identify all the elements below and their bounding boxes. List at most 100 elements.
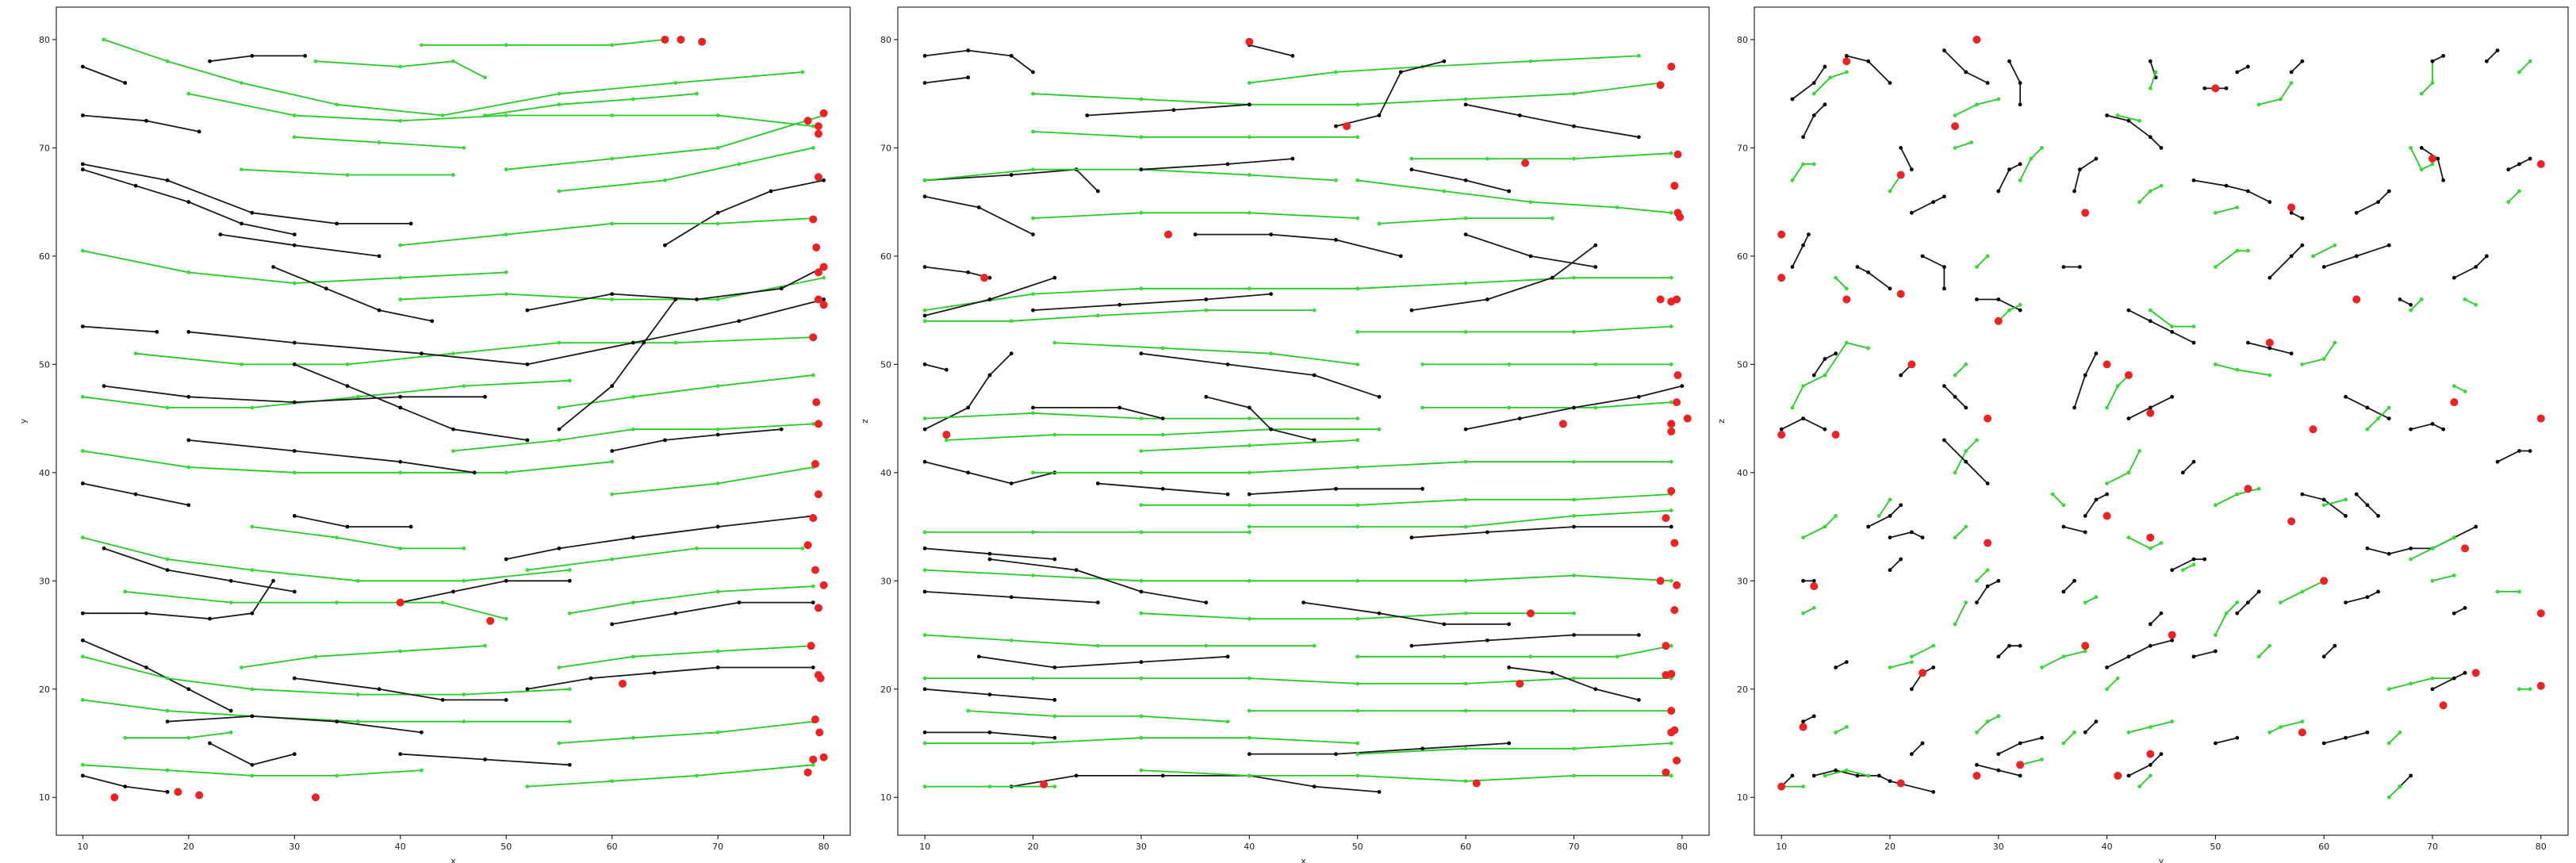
series-point <box>2126 118 2131 123</box>
series-point <box>2376 514 2381 518</box>
series-point <box>1964 449 1968 453</box>
series-point <box>1855 773 1860 778</box>
series-point <box>1355 362 1360 366</box>
series-point <box>462 692 466 696</box>
series-point <box>123 589 128 594</box>
series-point <box>1942 286 1946 291</box>
series-line <box>558 374 814 408</box>
series-point <box>1801 578 1805 583</box>
series-point <box>1031 232 1035 236</box>
series-point <box>2235 600 2240 604</box>
series-point <box>1485 530 1489 535</box>
series-point <box>922 178 927 182</box>
series-point <box>1899 503 1903 508</box>
endpoint-marker <box>2536 609 2545 618</box>
series-point <box>1139 589 1144 594</box>
series-point <box>1964 600 1968 604</box>
series-point <box>2386 795 2391 800</box>
series-point <box>2441 427 2446 432</box>
series-point <box>80 167 85 172</box>
series-point <box>472 470 477 475</box>
series-point <box>2191 654 2196 659</box>
series-point <box>631 427 635 432</box>
endpoint-marker <box>814 295 822 304</box>
series-point <box>345 362 350 366</box>
series-point <box>922 633 927 637</box>
series-line <box>925 677 1672 685</box>
series-point <box>2474 302 2478 307</box>
series-point <box>1301 600 1305 604</box>
series-point <box>2040 146 2044 150</box>
series-point <box>557 189 562 194</box>
endpoint-marker <box>2124 371 2133 379</box>
series-point <box>2246 340 2250 345</box>
endpoint-marker <box>1683 414 1692 423</box>
series-point <box>2191 459 2196 464</box>
series-point <box>2321 265 2326 269</box>
series-point <box>2235 70 2240 75</box>
series-point <box>557 102 562 107</box>
series-line <box>1033 212 1358 219</box>
series-point <box>2289 81 2294 85</box>
series-line <box>1803 607 1815 615</box>
series-line <box>2052 493 2064 506</box>
series-point <box>1996 654 2001 659</box>
endpoint-marker <box>811 715 819 723</box>
series-point <box>2078 265 2082 269</box>
series-point <box>1790 97 1795 102</box>
series-point <box>567 687 572 692</box>
series-point <box>715 649 720 654</box>
series-point <box>1247 735 1252 740</box>
series-point <box>1985 81 1990 85</box>
endpoint-marker <box>1842 57 1851 66</box>
endpoint-marker <box>2265 339 2274 347</box>
series-point <box>737 600 742 604</box>
series-line <box>506 114 824 171</box>
series-point <box>250 568 255 573</box>
series-point <box>324 286 328 291</box>
series-point <box>610 292 615 297</box>
series-point <box>2451 676 2456 681</box>
endpoint-marker <box>1673 756 1681 765</box>
series-point <box>2235 735 2240 740</box>
series-point <box>2148 308 2152 313</box>
series-point <box>715 481 720 485</box>
series-point <box>355 394 360 399</box>
series-point <box>2386 551 2391 556</box>
endpoint-marker <box>1667 420 1676 428</box>
series-point <box>2202 86 2207 90</box>
series-point <box>2018 162 2022 167</box>
series-point <box>1269 351 1273 356</box>
series-line <box>315 60 485 79</box>
endpoint-marker <box>942 431 951 439</box>
series-point <box>2094 719 2099 724</box>
series-point <box>2018 81 2022 85</box>
endpoint-marker <box>814 268 822 277</box>
series-point <box>2517 70 2521 75</box>
endpoint-marker <box>811 459 819 468</box>
series-point <box>2430 676 2435 681</box>
series-point <box>1834 514 1838 518</box>
series-point <box>240 167 243 172</box>
series-point <box>355 692 360 696</box>
endpoint-marker <box>1670 606 1679 615</box>
y-tick-label: 50 <box>1737 359 1748 370</box>
series-point <box>811 762 815 767</box>
series-point <box>2214 649 2218 654</box>
series-point <box>1636 698 1641 702</box>
series-line <box>2106 677 2118 690</box>
series-point <box>811 600 815 604</box>
series-line <box>924 353 1012 431</box>
series-point <box>652 670 657 675</box>
series-point <box>123 735 128 740</box>
x-tick-label: 60 <box>607 842 618 852</box>
series-line <box>611 601 814 625</box>
endpoint-marker <box>195 791 204 800</box>
series-point <box>165 768 170 773</box>
panel-1-ylabel: y <box>18 418 29 424</box>
panel-1-xlabel: x <box>450 856 456 863</box>
endpoint-marker <box>1673 371 1682 379</box>
endpoint-marker <box>1673 581 1681 589</box>
series-point <box>1290 54 1295 58</box>
series-line <box>2118 114 2140 122</box>
